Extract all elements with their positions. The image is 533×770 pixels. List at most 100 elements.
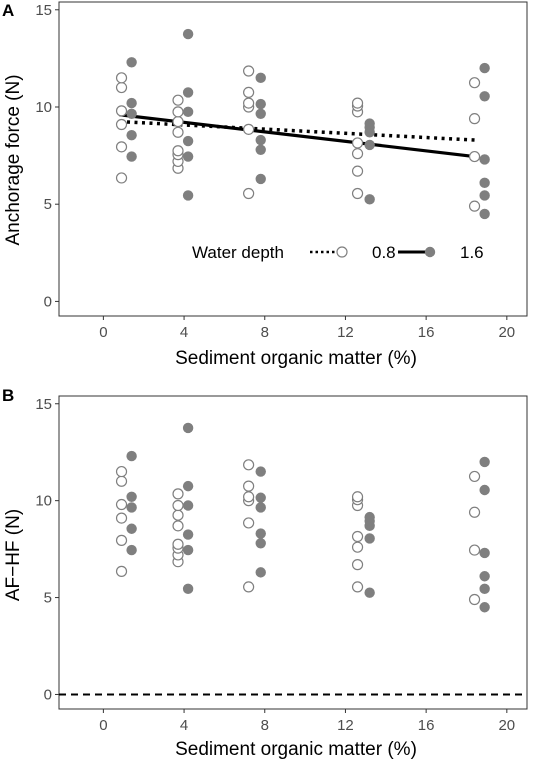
legend-label-0-8: 0.8: [372, 243, 396, 262]
panel-a-point-0-8: [172, 145, 184, 157]
panel-b-point-1-6: [126, 450, 137, 462]
panel-b-y-tick-label: 5: [44, 590, 52, 607]
panel-a-point-1-6: [255, 173, 266, 185]
panel-a-point-1-6: [364, 194, 375, 205]
panel-a-point-0-8: [243, 97, 255, 109]
panel-a-point-0-8: [351, 148, 364, 160]
panel-a-point-1-6: [126, 129, 137, 141]
panel-b-point-0-8: [115, 565, 128, 577]
panel-a-point-0-8: [468, 200, 481, 212]
panel-b-panel-border: [58, 395, 528, 710]
panel-a-point-0-8: [351, 97, 364, 109]
panel-b-point-1-6: [126, 544, 137, 556]
panel-b-y-tick-label: 0: [44, 686, 52, 703]
panel-a-x-tick-label: 16: [418, 324, 435, 341]
panel-b-point-0-8: [172, 520, 184, 532]
panel-b-point-0-8: [351, 581, 364, 593]
panel-b-point-0-8: [172, 538, 184, 550]
panel-b-y-axis-title: AF−HF (N): [3, 509, 24, 601]
panel-a-point-1-6: [255, 144, 266, 155]
panel-b-point-0-8: [172, 499, 184, 512]
panel-b-y-tick-label: 15: [35, 396, 52, 413]
panel-b-point-1-6: [182, 529, 194, 540]
panel-b-x-tick-label: 12: [337, 717, 354, 734]
panel-b-point-0-8: [351, 541, 364, 553]
panel-b-point-1-6: [364, 587, 375, 598]
panel-b-point-1-6: [255, 466, 266, 477]
panel-a-x-tick-label: 0: [99, 324, 107, 341]
panel-a-point-0-8: [172, 94, 184, 106]
panel-a-point-1-6: [182, 151, 194, 162]
panel-b-point-0-8: [243, 459, 255, 471]
panel-b-point-0-8: [172, 509, 184, 521]
panel-b-point-0-8: [468, 593, 481, 606]
panel-b-point-1-6: [255, 492, 266, 503]
panel-b-point-1-6: [479, 484, 490, 496]
panel-a-point-0-8: [243, 86, 255, 99]
panel-a-point-1-6: [479, 177, 490, 189]
panel-b-x-axis-title: Sediment organic matter (%): [175, 739, 417, 760]
panel-a-point-1-6: [182, 135, 194, 147]
panel-b-point-1-6: [255, 567, 266, 578]
panel-b-x-tick-label: 0: [99, 717, 107, 734]
panel-b-point-0-8: [468, 470, 481, 483]
panel-b-x-tick-label: 20: [498, 717, 515, 734]
panel-a-point-0-8: [243, 187, 255, 200]
panel-b-point-0-8: [243, 517, 255, 529]
panel-b-plot-area: 0 5 10 15 0 4 8 12 16 20: [35, 395, 528, 734]
panel-a-x-tick-label: 4: [180, 324, 188, 341]
panel-a-point-0-8: [115, 118, 128, 131]
panel-a-point-0-8: [172, 106, 184, 118]
panel-a-point-0-8: [468, 77, 481, 89]
panel-b: B AF−HF (N) Sediment organic matter (%) …: [2, 386, 528, 760]
panel-b-point-0-8: [351, 491, 364, 503]
panel-a-point-0-8: [468, 150, 481, 163]
panel-a-point-0-8: [115, 172, 128, 184]
panel-b-point-1-6: [255, 502, 266, 513]
panel-a-point-1-6: [364, 118, 375, 129]
panel-a-x-tick-label: 20: [498, 324, 515, 341]
legend-open-circle-icon: [336, 246, 348, 258]
panel-b-point-1-6: [182, 500, 194, 511]
panel-a-x-tick-label: 12: [337, 324, 354, 341]
panel-b-y-tick-label: 10: [35, 493, 52, 510]
panel-a-point-1-6: [182, 190, 194, 201]
panel-a-point-1-6: [255, 108, 266, 119]
panel-b-x-tick-label: 8: [261, 717, 269, 734]
panel-b-point-1-6: [255, 538, 266, 549]
panel-a-legend: Water depth 0.8 1.6: [192, 243, 484, 262]
panel-b-point-0-8: [243, 581, 255, 593]
panel-a-point-0-8: [115, 81, 128, 94]
panel-a-point-0-8: [468, 113, 481, 125]
panel-a-x-tick-label: 8: [261, 324, 269, 341]
panel-a-y-tick-label: 5: [44, 196, 52, 213]
legend-key-0-8: [310, 246, 348, 258]
panel-b-point-1-6: [126, 502, 137, 513]
panel-a-point-1-6: [182, 28, 194, 40]
panel-b-point-1-6: [182, 583, 194, 595]
panel-a: A Anchorage force (N) Sediment organic m…: [2, 1, 528, 369]
panel-b-point-0-8: [468, 544, 481, 556]
panel-a-point-0-8: [115, 105, 128, 117]
panel-b-point-0-8: [468, 506, 481, 518]
panel-a-panel-border: [58, 1, 528, 317]
panel-b-point-1-6: [479, 547, 490, 559]
panel-a-point-0-8: [351, 165, 364, 177]
panel-b-point-1-6: [479, 602, 490, 613]
panel-a-point-0-8: [243, 65, 255, 77]
panel-a-point-1-6: [126, 57, 137, 68]
panel-a-point-1-6: [255, 72, 266, 84]
panel-a-point-1-6: [479, 154, 490, 165]
panel-a-point-1-6: [479, 208, 490, 220]
panel-b-point-1-6: [182, 422, 194, 434]
panel-b-point-1-6: [364, 511, 375, 523]
panel-a-x-axis-title: Sediment organic matter (%): [175, 348, 417, 369]
panel-a-point-1-6: [182, 106, 194, 118]
panel-a-label: A: [2, 1, 14, 20]
panel-a-point-1-6: [126, 97, 137, 109]
panel-b-x-tick-label: 16: [418, 717, 435, 734]
panel-a-point-1-6: [479, 91, 490, 102]
panel-a-point-0-8: [351, 137, 364, 149]
panel-a-point-1-6: [255, 134, 266, 146]
